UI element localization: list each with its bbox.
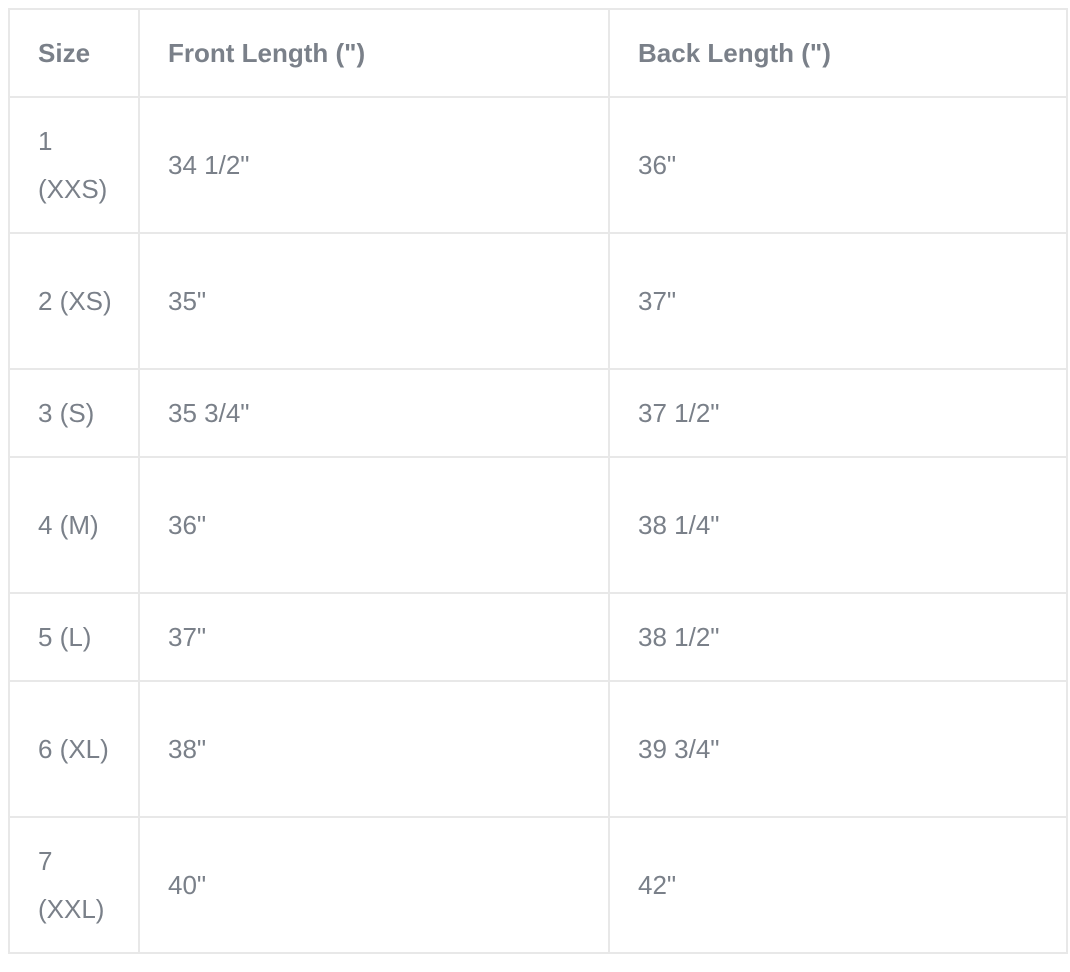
cell-back-length: 38 1/4" [608, 456, 1068, 594]
cell-size: 1 (XXS) [8, 96, 140, 234]
cell-front-length: 35" [138, 232, 610, 370]
table-row: 5 (L) 37" 38 1/2" [8, 592, 1068, 682]
table-row: 3 (S) 35 3/4" 37 1/2" [8, 368, 1068, 458]
cell-back-length: 39 3/4" [608, 680, 1068, 818]
cell-size: 6 (XL) [8, 680, 140, 818]
cell-front-length: 35 3/4" [138, 368, 610, 458]
size-chart-table: Size Front Length (") Back Length (") 1 … [8, 8, 1068, 954]
header-size: Size [8, 8, 140, 98]
cell-front-length: 38" [138, 680, 610, 818]
table-row: 1 (XXS) 34 1/2" 36" [8, 96, 1068, 234]
cell-size: 7 (XXL) [8, 816, 140, 954]
header-back-length: Back Length (") [608, 8, 1068, 98]
table-row: 6 (XL) 38" 39 3/4" [8, 680, 1068, 818]
cell-front-length: 34 1/2" [138, 96, 610, 234]
cell-back-length: 42" [608, 816, 1068, 954]
header-front-length: Front Length (") [138, 8, 610, 98]
table-row: 2 (XS) 35" 37" [8, 232, 1068, 370]
cell-size: 4 (M) [8, 456, 140, 594]
table-row: 4 (M) 36" 38 1/4" [8, 456, 1068, 594]
cell-back-length: 37 1/2" [608, 368, 1068, 458]
cell-back-length: 38 1/2" [608, 592, 1068, 682]
cell-back-length: 37" [608, 232, 1068, 370]
cell-size: 5 (L) [8, 592, 140, 682]
cell-size: 3 (S) [8, 368, 140, 458]
table-row: 7 (XXL) 40" 42" [8, 816, 1068, 954]
cell-size: 2 (XS) [8, 232, 140, 370]
header-row: Size Front Length (") Back Length (") [8, 8, 1068, 98]
cell-back-length: 36" [608, 96, 1068, 234]
cell-front-length: 36" [138, 456, 610, 594]
cell-front-length: 40" [138, 816, 610, 954]
cell-front-length: 37" [138, 592, 610, 682]
